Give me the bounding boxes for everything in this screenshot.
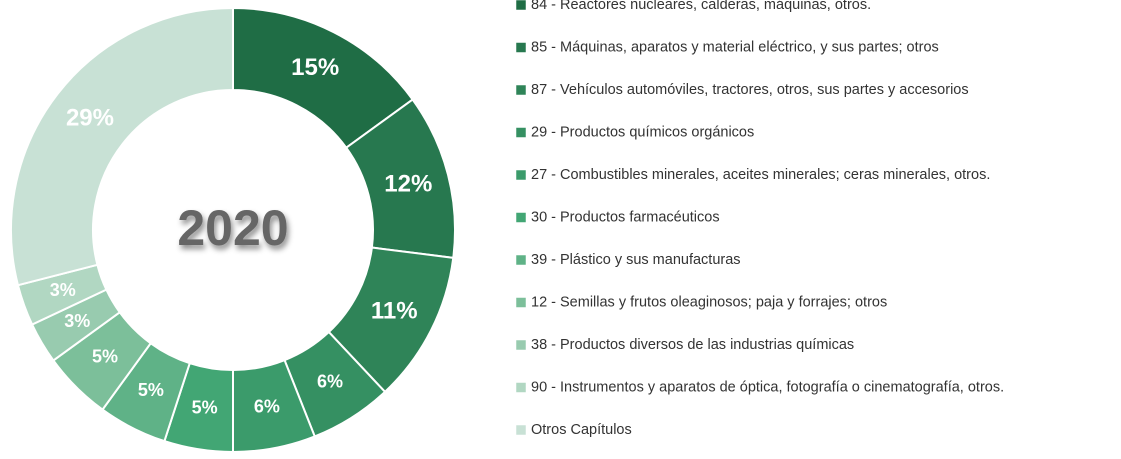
legend-label: 87 - Vehículos automóviles, tractores, o… bbox=[531, 82, 969, 98]
legend-swatch bbox=[515, 297, 527, 308]
data-label: 6% bbox=[317, 372, 343, 392]
legend-label: 29 - Productos químicos orgánicos bbox=[531, 124, 754, 140]
center-label: 2020 bbox=[177, 200, 288, 256]
data-label: 3% bbox=[50, 280, 76, 300]
legend-label: Otros Capítulos bbox=[531, 422, 632, 438]
data-label: 29% bbox=[66, 104, 114, 131]
legend-swatch bbox=[515, 169, 527, 181]
data-label: 6% bbox=[254, 397, 280, 417]
legend-label: 85 - Máquinas, aparatos y material eléct… bbox=[531, 39, 939, 55]
legend-label: 90 - Instrumentos y aparatos de óptica, … bbox=[531, 379, 1004, 395]
legend-swatch bbox=[515, 42, 527, 53]
data-label: 3% bbox=[64, 311, 90, 331]
data-label: 5% bbox=[192, 398, 218, 418]
data-label: 11% bbox=[371, 298, 418, 325]
data-label: 5% bbox=[92, 347, 118, 367]
data-label: 5% bbox=[138, 380, 164, 400]
legend-swatch bbox=[515, 212, 527, 223]
legend-swatch bbox=[515, 254, 527, 266]
legend-swatch bbox=[515, 0, 527, 11]
legend-swatch bbox=[515, 382, 527, 393]
legend-swatch bbox=[515, 84, 527, 96]
legend-label: 12 - Semillas y frutos oleaginosos; paja… bbox=[531, 294, 887, 310]
legend-label: 30 - Productos farmacéuticos bbox=[531, 209, 720, 225]
legend-swatch bbox=[515, 424, 527, 436]
legend-swatch bbox=[515, 339, 527, 351]
legend-swatch bbox=[515, 127, 527, 138]
data-label: 12% bbox=[384, 170, 432, 197]
donut-segment bbox=[10, 6, 234, 287]
legend-label: 38 - Productos diversos de las industria… bbox=[531, 337, 854, 353]
legend-label: 84 - Reactores nucleares, calderas, máqu… bbox=[531, 0, 871, 13]
legend-label: 27 - Combustibles minerales, aceites min… bbox=[531, 167, 990, 183]
legend-label: 39 - Plástico y sus manufacturas bbox=[531, 252, 741, 268]
data-label: 15% bbox=[291, 54, 339, 81]
